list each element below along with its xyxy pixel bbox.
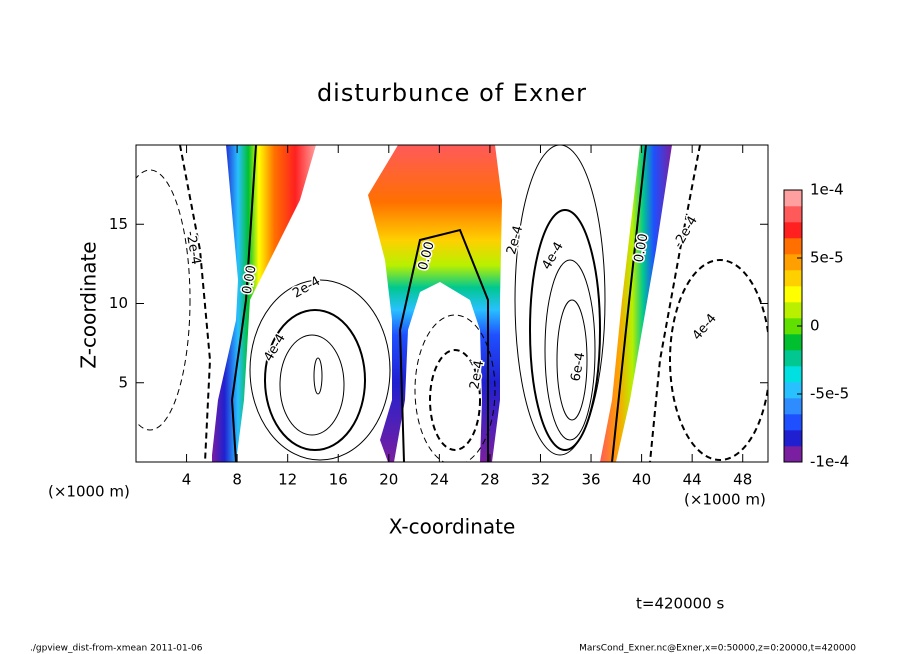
x-tick-label: 24	[430, 471, 449, 489]
colorbar-tick-label: 0	[810, 317, 820, 335]
x-unit-label: (×1000 m)	[684, 491, 766, 509]
x-tick-label: 44	[683, 471, 702, 489]
y-tick-label: 15	[109, 215, 128, 233]
plot-field	[136, 145, 768, 462]
colorbar-band	[784, 270, 802, 287]
colorbar-band	[784, 206, 802, 223]
colorbar-band	[784, 414, 802, 431]
x-tick-label: 48	[733, 471, 752, 489]
contour-lines	[136, 145, 768, 462]
contour-label: 0.00	[240, 264, 260, 295]
colorbar-band	[784, 398, 802, 415]
colorbar-band	[784, 222, 802, 239]
colorbar-band	[784, 254, 802, 271]
x-tick-label: 4	[182, 471, 192, 489]
x-tick-label: 16	[329, 471, 348, 489]
x-tick-label: 12	[278, 471, 297, 489]
contour-label: -2e-4	[183, 230, 204, 266]
y-tick-label: 5	[118, 373, 128, 391]
x-axis-label: X-coordinate	[389, 515, 516, 539]
x-tick-label: 20	[379, 471, 398, 489]
colorbar-band	[784, 238, 802, 255]
filled-contour	[600, 145, 672, 462]
y-tick-label: 10	[109, 294, 128, 312]
colorbar-band	[784, 430, 802, 447]
colorbar-band	[784, 446, 802, 463]
colorbar-band	[784, 286, 802, 303]
colorbar-band	[784, 350, 802, 367]
colorbar-band	[784, 190, 802, 207]
x-unit-label: (×1000 m)	[48, 483, 130, 501]
x-tick-label: 40	[632, 471, 651, 489]
contour-label: 4e-4	[539, 240, 567, 273]
filled-contour	[368, 145, 502, 462]
colorbar-tick-label: -1e-4	[810, 453, 849, 471]
annotation: t=420000 s	[636, 595, 724, 613]
x-tick-label: 28	[480, 471, 499, 489]
colorbar-tick-label: 5e-5	[810, 249, 844, 267]
contour-label: 6e-4	[568, 351, 588, 382]
colorbar-band	[784, 302, 802, 319]
colorbar-band	[784, 366, 802, 383]
contour-label: 2e-4	[290, 274, 323, 302]
x-tick-label: 8	[232, 471, 242, 489]
colorbar-band	[784, 334, 802, 351]
contour-label: 2e-4	[467, 359, 487, 390]
colorbar-tick-label: 1e-4	[810, 181, 844, 199]
colorbar-band	[784, 382, 802, 399]
x-tick-label: 36	[581, 471, 600, 489]
footer-right: MarsCond_Exner.nc@Exner,x=0:50000,z=0:20…	[579, 644, 856, 654]
colorbar-tick-label: -5e-5	[810, 385, 849, 403]
contour-label: 4e-4	[690, 311, 720, 343]
contour-label: -2e-4	[671, 214, 701, 251]
contour-label: 2e-4	[504, 224, 526, 256]
colorbar-band	[784, 318, 802, 335]
y-axis-label: Z-coordinate	[77, 241, 101, 368]
filled-contour	[212, 145, 316, 462]
footer-left: ./gpview_dist-from-xmean 2011-01-06	[30, 644, 203, 654]
chart-title: disturbunce of Exner	[317, 79, 587, 107]
x-tick-label: 32	[531, 471, 550, 489]
contour-label: 0.00	[632, 232, 652, 263]
